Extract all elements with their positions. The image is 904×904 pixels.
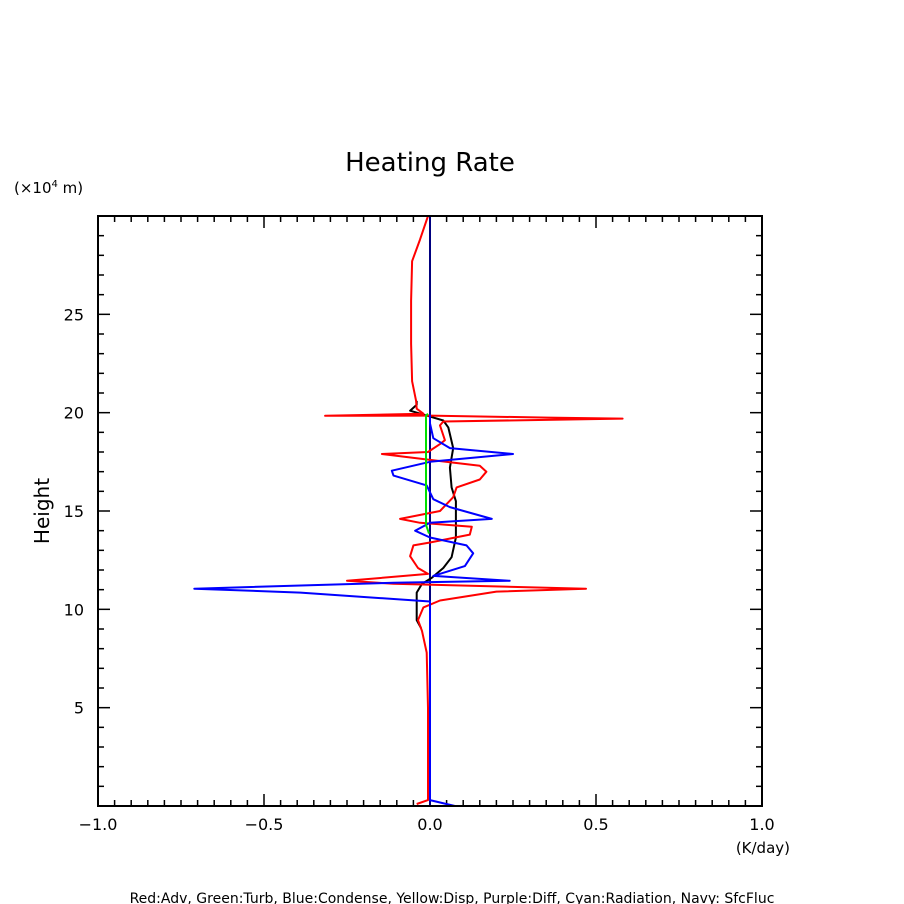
x-tick-labels: −1.0 −0.5 0.0 0.5 1.0 bbox=[79, 815, 775, 834]
y-tick-label: 10 bbox=[64, 600, 84, 619]
x-axis-label: (K/day) bbox=[736, 839, 790, 857]
series-line-red-adv bbox=[324, 215, 624, 805]
y-tick-label: 15 bbox=[64, 502, 84, 521]
x-tick-label: −1.0 bbox=[79, 815, 118, 834]
x-tick-label: 0.0 bbox=[417, 815, 442, 834]
x-tick-label: 0.5 bbox=[583, 815, 608, 834]
legend-text: Red:Adv, Green:Turb, Blue:Condense, Yell… bbox=[130, 891, 775, 904]
series-line-green-turb bbox=[425, 412, 430, 534]
y-tick-label: 20 bbox=[64, 404, 84, 423]
y-tick-label: 25 bbox=[64, 305, 84, 324]
y-unit-label: (×104 m) bbox=[14, 179, 83, 197]
y-axis-label: Height bbox=[30, 478, 54, 544]
chart-title: Heating Rate bbox=[345, 148, 515, 178]
series-lines bbox=[193, 215, 624, 807]
x-tick-label: 1.0 bbox=[749, 815, 774, 834]
y-tick-label: 5 bbox=[74, 699, 84, 718]
series-line-blue-condense bbox=[193, 414, 514, 807]
plot-frame bbox=[97, 215, 763, 807]
y-tick-labels: 5 10 15 20 25 bbox=[64, 305, 84, 717]
x-tick-label: −0.5 bbox=[245, 815, 284, 834]
